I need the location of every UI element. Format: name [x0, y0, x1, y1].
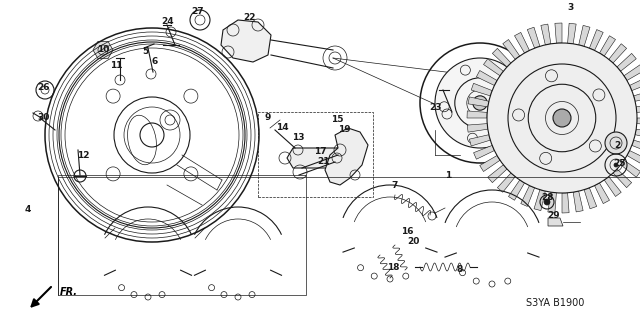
Text: 4: 4 — [25, 205, 31, 214]
Text: 24: 24 — [162, 18, 174, 26]
Polygon shape — [467, 123, 488, 132]
Polygon shape — [287, 148, 343, 168]
Polygon shape — [483, 59, 504, 76]
Polygon shape — [476, 70, 497, 85]
Polygon shape — [541, 24, 551, 45]
Polygon shape — [609, 44, 627, 63]
Polygon shape — [474, 145, 495, 159]
Text: 11: 11 — [109, 62, 122, 70]
Polygon shape — [632, 140, 640, 153]
Text: 16: 16 — [401, 227, 413, 236]
Text: 8: 8 — [457, 265, 463, 275]
Polygon shape — [467, 111, 487, 118]
Polygon shape — [93, 41, 113, 59]
Text: 15: 15 — [331, 115, 343, 124]
Text: 20: 20 — [407, 238, 419, 247]
Polygon shape — [497, 173, 515, 192]
Polygon shape — [521, 186, 534, 206]
Text: 21: 21 — [317, 158, 330, 167]
Polygon shape — [555, 23, 562, 43]
Text: 19: 19 — [338, 125, 350, 135]
Text: FR.: FR. — [60, 287, 78, 297]
Text: 17: 17 — [314, 147, 326, 157]
Polygon shape — [480, 155, 500, 172]
Polygon shape — [471, 83, 492, 96]
Circle shape — [605, 132, 627, 154]
Polygon shape — [548, 218, 563, 226]
Text: 25: 25 — [612, 159, 625, 167]
Text: 10: 10 — [97, 46, 109, 55]
Polygon shape — [468, 97, 489, 107]
Text: 13: 13 — [292, 132, 304, 142]
Text: 2: 2 — [614, 140, 620, 150]
Circle shape — [553, 109, 571, 127]
Polygon shape — [630, 77, 640, 91]
Polygon shape — [325, 128, 368, 185]
Polygon shape — [589, 30, 604, 50]
Text: 14: 14 — [276, 123, 288, 132]
Polygon shape — [634, 90, 640, 101]
Polygon shape — [568, 23, 576, 44]
Text: 28: 28 — [541, 194, 553, 203]
Polygon shape — [562, 193, 569, 213]
Text: 23: 23 — [429, 103, 441, 113]
Polygon shape — [636, 104, 640, 112]
Polygon shape — [515, 33, 529, 53]
Text: 29: 29 — [548, 211, 560, 219]
Polygon shape — [573, 191, 583, 212]
Circle shape — [473, 96, 487, 110]
Polygon shape — [604, 177, 621, 197]
Text: 5: 5 — [142, 48, 148, 56]
Polygon shape — [534, 190, 545, 211]
Circle shape — [614, 163, 618, 167]
Text: 18: 18 — [387, 263, 399, 272]
Text: 9: 9 — [265, 114, 271, 122]
Text: 26: 26 — [38, 84, 51, 93]
Polygon shape — [488, 165, 507, 182]
Polygon shape — [613, 169, 632, 188]
Text: 6: 6 — [152, 57, 158, 66]
Polygon shape — [595, 183, 609, 204]
Polygon shape — [503, 40, 520, 59]
Text: 22: 22 — [244, 13, 256, 23]
Polygon shape — [492, 48, 511, 67]
Circle shape — [487, 43, 637, 193]
Polygon shape — [509, 180, 525, 200]
Polygon shape — [584, 188, 596, 209]
Polygon shape — [600, 36, 616, 56]
Polygon shape — [548, 192, 556, 213]
Polygon shape — [469, 135, 490, 146]
Text: 1: 1 — [445, 170, 451, 180]
Text: 12: 12 — [77, 151, 89, 160]
Polygon shape — [579, 26, 590, 46]
Text: 30: 30 — [38, 113, 50, 122]
Text: 7: 7 — [392, 181, 398, 189]
Text: 3: 3 — [567, 4, 573, 12]
Text: S3YA B1900: S3YA B1900 — [526, 298, 584, 308]
Text: 27: 27 — [192, 8, 204, 17]
Polygon shape — [527, 27, 540, 48]
Polygon shape — [624, 64, 640, 80]
Circle shape — [435, 58, 525, 148]
Polygon shape — [637, 118, 640, 125]
Polygon shape — [221, 20, 271, 62]
Polygon shape — [617, 53, 636, 71]
Circle shape — [544, 199, 550, 205]
Polygon shape — [621, 160, 640, 177]
Polygon shape — [635, 129, 640, 139]
Polygon shape — [627, 151, 640, 166]
